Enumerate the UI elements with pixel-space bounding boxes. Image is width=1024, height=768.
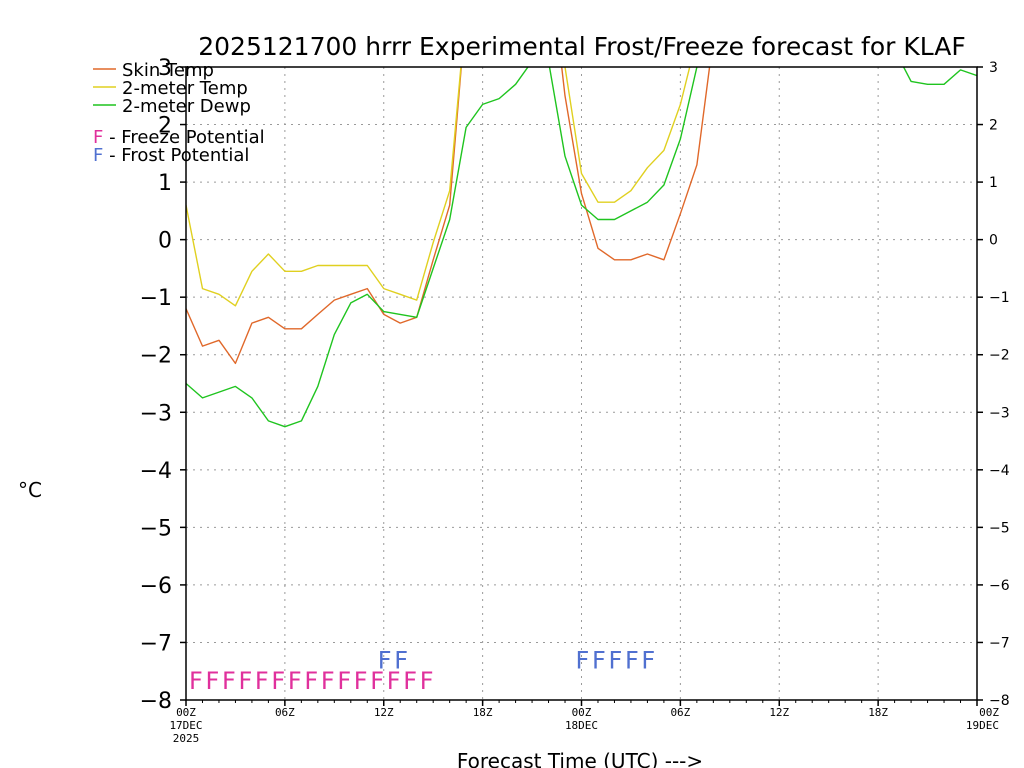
frost-flag: F xyxy=(641,647,655,675)
freeze-flag: F xyxy=(189,667,203,695)
x-tick-label: 06Z xyxy=(670,706,690,719)
frost-flag: F xyxy=(394,647,408,675)
frost-flag: F xyxy=(625,647,639,675)
freeze-flag: F xyxy=(387,667,401,695)
freeze-flag: F xyxy=(370,667,384,695)
freeze-flag: F xyxy=(304,667,318,695)
x-tick-label: 2025 xyxy=(173,732,200,745)
y-tick-label-left: −6 xyxy=(140,574,172,599)
y-tick-label-left: −8 xyxy=(140,689,172,714)
x-axis-label: Forecast Time (UTC) ---> xyxy=(457,749,703,768)
y-tick-label-left: −2 xyxy=(140,344,172,369)
y-tick-label-right: −7 xyxy=(989,635,1010,651)
y-tick-label-left: −3 xyxy=(140,401,172,426)
x-tick-label: 12Z xyxy=(769,706,789,719)
legend-flag-entry: F - Freeze Potential xyxy=(93,127,265,148)
freeze-flag: F xyxy=(420,667,434,695)
y-tick-label-left: 1 xyxy=(158,171,172,196)
series-layer xyxy=(186,67,977,428)
y-tick-label-left: −7 xyxy=(140,631,172,656)
freeze-flag: F xyxy=(271,667,285,695)
y-axis: −8 −8 −7 −7 −6 −6 −5 −5 −4 −4 −3 −3 −2 −2 −1 −1 0 0 1 1 2 2 3 3 xyxy=(140,56,1010,714)
y-tick-label-right: −1 xyxy=(989,290,1010,306)
freeze-flag: F xyxy=(205,667,219,695)
y-tick-label-right: −8 xyxy=(989,693,1010,709)
legend-label: 2-meter Dewp xyxy=(122,96,251,117)
y-tick-label-right: 1 xyxy=(989,175,998,191)
freeze-flag: F xyxy=(222,667,236,695)
y-tick-label-right: −6 xyxy=(989,578,1010,594)
x-tick-label: 18Z xyxy=(868,706,888,719)
y-tick-label-left: −4 xyxy=(140,459,172,484)
y-tick-label-right: −2 xyxy=(989,348,1010,364)
y-axis-label: °C xyxy=(18,478,42,502)
y-tick-label-right: 3 xyxy=(989,60,998,76)
x-tick-label: 19DEC xyxy=(966,719,999,732)
legend-flag-text: - Freeze Potential xyxy=(103,127,264,148)
freeze-flag: F xyxy=(321,667,335,695)
legend-label: Skin Temp xyxy=(122,60,214,81)
x-tick-label: 17DEC xyxy=(169,719,202,732)
x-tick-label: 18Z xyxy=(473,706,493,719)
legend-flag-symbol: F xyxy=(93,145,103,166)
y-tick-label-right: −5 xyxy=(989,520,1010,536)
frost-flag: F xyxy=(608,647,622,675)
freeze-flag: F xyxy=(403,667,417,695)
frost-flag: F xyxy=(378,647,392,675)
series-line-2-meter-dewp xyxy=(186,67,977,428)
series-line-2-meter-temp xyxy=(186,67,691,307)
freeze-flag: F xyxy=(238,667,252,695)
frost-flag: F xyxy=(592,647,606,675)
freeze-flag: F xyxy=(354,667,368,695)
x-tick-label: 00Z xyxy=(572,706,592,719)
x-tick-label: 00Z xyxy=(979,706,999,719)
legend-flag-symbol: F xyxy=(93,127,103,148)
series-line-skin-temp xyxy=(186,67,711,365)
y-tick-label-right: 2 xyxy=(989,118,998,134)
y-tick-label-left: 0 xyxy=(158,229,172,254)
chart-title: 2025121700 hrrr Experimental Frost/Freez… xyxy=(198,32,966,61)
freeze-flag: F xyxy=(288,667,302,695)
y-tick-label-left: 2 xyxy=(158,114,172,139)
frost-flag: F xyxy=(576,647,590,675)
x-tick-label: 00Z xyxy=(176,706,196,719)
legend-label: 2-meter Temp xyxy=(122,78,248,99)
y-tick-label-left: −1 xyxy=(140,286,172,311)
y-tick-label-right: −3 xyxy=(989,405,1010,421)
potential-flags: F F F F F F F F F F F F F F FF F F F F F F xyxy=(189,647,655,695)
grid xyxy=(186,67,977,700)
x-tick-label: 12Z xyxy=(374,706,394,719)
legend-flag-text: - Frost Potential xyxy=(103,145,249,166)
freeze-flag: F xyxy=(255,667,269,695)
y-tick-label-right: 0 xyxy=(989,233,998,249)
y-tick-label-left: 3 xyxy=(158,56,172,81)
x-tick-label: 18DEC xyxy=(565,719,598,732)
legend-flag-entry: F - Frost Potential xyxy=(93,145,249,166)
y-tick-label-right: −4 xyxy=(989,463,1010,479)
y-tick-label-left: −5 xyxy=(140,516,172,541)
x-tick-label: 06Z xyxy=(275,706,295,719)
freeze-flag: F xyxy=(337,667,351,695)
